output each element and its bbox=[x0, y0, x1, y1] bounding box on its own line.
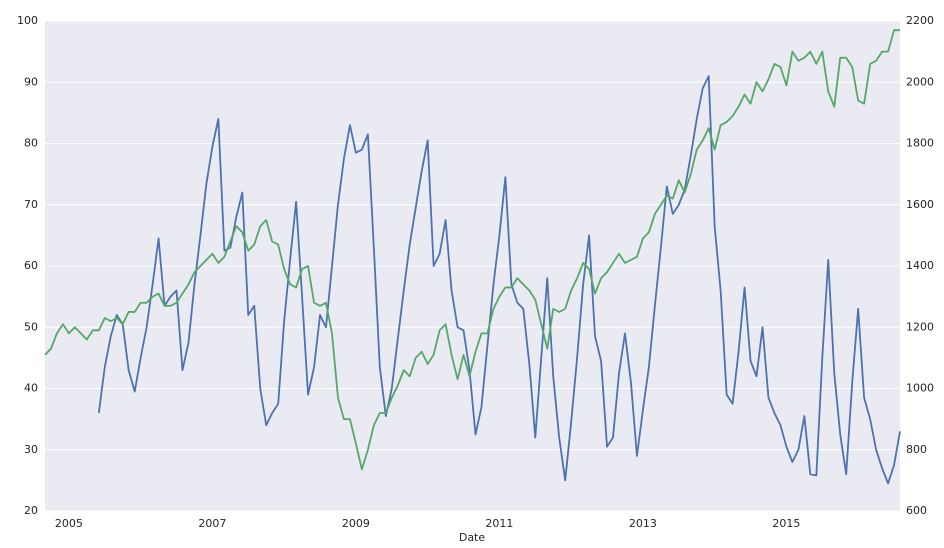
y2-tick-label: 2000 bbox=[906, 75, 934, 88]
y2-tick-label: 1400 bbox=[906, 259, 934, 272]
y2-tick-label: 1800 bbox=[906, 137, 934, 150]
y2-tick-label: 1200 bbox=[906, 320, 934, 333]
y2-tick-label: 600 bbox=[906, 504, 927, 517]
y-tick-label: 30 bbox=[24, 443, 38, 456]
data-line bbox=[44, 29, 900, 471]
y2-tick-label: 800 bbox=[906, 443, 927, 456]
y2-tick-label: 1600 bbox=[906, 198, 934, 211]
y-tick-label: 90 bbox=[24, 75, 38, 88]
y-tick-label: 80 bbox=[24, 137, 38, 150]
x-tick-label: 2009 bbox=[342, 517, 370, 530]
x-tick-label: 2005 bbox=[55, 517, 83, 530]
x-tick-label: 2007 bbox=[198, 517, 226, 530]
y2-tick-label: 2200 bbox=[906, 14, 934, 27]
y-tick-label: 70 bbox=[24, 198, 38, 211]
x-tick-label: 2015 bbox=[772, 517, 800, 530]
x-tick-label: 2011 bbox=[485, 517, 513, 530]
y-tick-label: 40 bbox=[24, 382, 38, 395]
y2-tick-label: 1000 bbox=[906, 382, 934, 395]
y-tick-label: 100 bbox=[17, 14, 38, 27]
x-axis-label: Date bbox=[459, 531, 486, 544]
x-tick-label: 2013 bbox=[629, 517, 657, 530]
y-tick-label: 50 bbox=[24, 320, 38, 333]
y-tick-label: 60 bbox=[24, 259, 38, 272]
y-tick-label: 20 bbox=[24, 504, 38, 517]
